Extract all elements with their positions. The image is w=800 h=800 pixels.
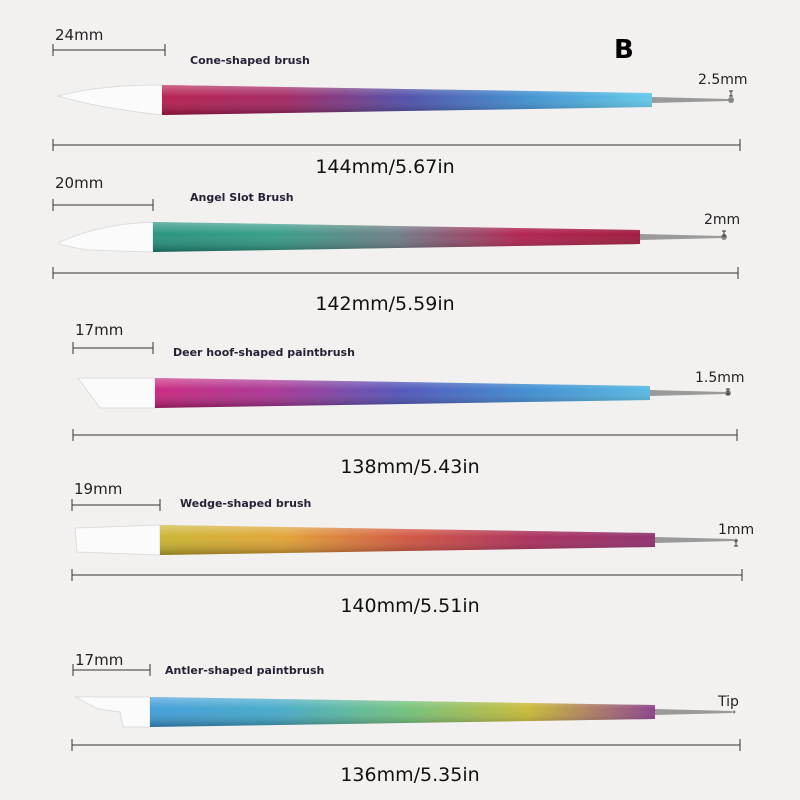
total-length-dimension-line bbox=[71, 569, 743, 581]
tip-length-label: 17mm bbox=[75, 651, 123, 669]
tip-length-dimension-line bbox=[71, 499, 161, 511]
dotting-needle bbox=[640, 234, 722, 240]
silicone-tip-icon bbox=[74, 696, 151, 728]
ball-size-label: 1mm bbox=[718, 522, 754, 538]
brush-4: 19mm Wedge-shaped brush 1mm 140mm/5.51in bbox=[71, 480, 754, 617]
handle-sheen bbox=[162, 85, 652, 115]
ball-size-label: 2.5mm bbox=[698, 72, 748, 88]
tip-length-dimension-line bbox=[72, 664, 151, 676]
tip-length-dimension-line bbox=[52, 199, 154, 211]
dotting-needle bbox=[652, 97, 729, 103]
brush-name-label: Cone-shaped brush bbox=[190, 54, 310, 67]
total-length-dimension-line bbox=[72, 429, 738, 441]
tip-length-dimension-line bbox=[72, 342, 154, 354]
brush-name-label: Deer hoof-shaped paintbrush bbox=[173, 346, 355, 359]
total-length-label: 144mm/5.67in bbox=[315, 156, 454, 178]
tip-length-label: 17mm bbox=[75, 321, 123, 339]
total-length-label: 138mm/5.43in bbox=[340, 456, 479, 478]
dotting-needle bbox=[655, 709, 732, 715]
ball-tip-icon bbox=[728, 97, 734, 103]
ball-size-label: 2mm bbox=[704, 212, 740, 228]
tip-length-label: 20mm bbox=[55, 174, 103, 192]
tip-length-dimension-line bbox=[52, 44, 166, 56]
total-length-dimension-line bbox=[52, 139, 741, 151]
total-length-label: 140mm/5.51in bbox=[340, 595, 479, 617]
brush-name-label: Angel Slot Brush bbox=[190, 191, 294, 204]
handle-sheen bbox=[150, 697, 655, 727]
silicone-tip-icon bbox=[74, 524, 161, 556]
total-length-dimension-line bbox=[71, 739, 741, 751]
brush-3: 17mm Deer hoof-shaped paintbrush 1.5mm 138m… bbox=[72, 321, 745, 478]
handle-sheen bbox=[160, 525, 655, 555]
brush-5: 17mm Antler-shaped paintbrush Tip 136mm/5.3… bbox=[71, 651, 741, 786]
silicone-tip-icon bbox=[56, 84, 163, 116]
dotting-needle bbox=[650, 390, 726, 396]
handle-sheen bbox=[155, 378, 650, 408]
ball-size-label: 1.5mm bbox=[695, 370, 745, 386]
brush-name-label: Wedge-shaped brush bbox=[180, 497, 311, 510]
brush-1: 24mm Cone-shaped brush 2.5mm 144mm/5.67in bbox=[52, 26, 748, 178]
brush-name-label: Antler-shaped paintbrush bbox=[165, 664, 324, 677]
ball-size-label: Tip bbox=[717, 694, 739, 710]
brush-2: 20mm Angel Slot Brush 2mm 142mm/5.59in bbox=[52, 174, 740, 315]
silicone-tip-icon bbox=[57, 221, 154, 253]
variant-badge: B bbox=[614, 35, 634, 65]
total-length-dimension-line bbox=[52, 267, 739, 279]
total-length-label: 142mm/5.59in bbox=[315, 293, 454, 315]
ball-tip-icon bbox=[732, 710, 736, 714]
dotting-needle bbox=[655, 537, 734, 543]
total-length-label: 136mm/5.35in bbox=[340, 764, 479, 786]
tip-length-label: 24mm bbox=[55, 26, 103, 44]
tip-length-label: 19mm bbox=[74, 480, 122, 498]
handle-sheen bbox=[153, 222, 640, 252]
silicone-tip-icon bbox=[77, 377, 156, 409]
